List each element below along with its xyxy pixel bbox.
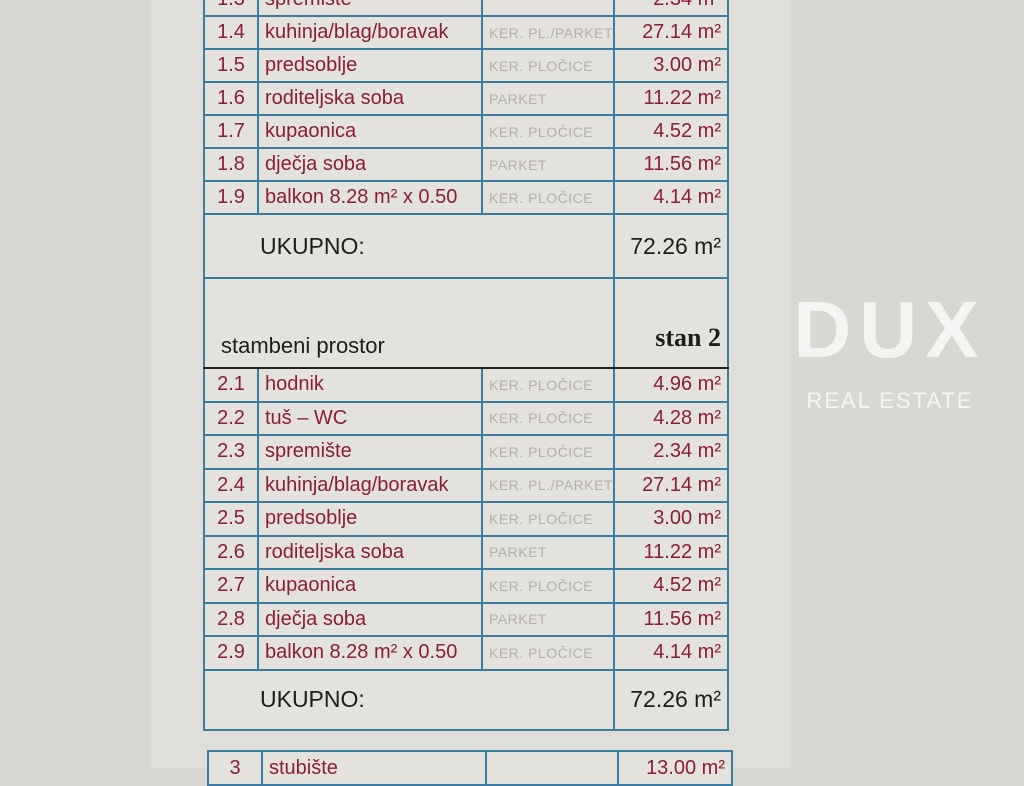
room-number: 1.8 [203,147,259,182]
room-number: 2.8 [203,601,259,637]
room-name: roditeljska soba [257,81,483,116]
total-value: 72.26 m² [613,668,729,731]
room-row: 3 stubište 13.00 m² [207,750,733,786]
room-row: 2.9 balkon 8.28 m² x 0.50 KER. PLOČICE 4.14… [203,635,729,671]
total-row: UKUPNO: 72.26 m² [203,668,729,731]
room-area: 2.34 m² [613,0,729,17]
room-number: 1.7 [203,114,259,149]
room-name: kupaonica [257,568,483,604]
room-number: 2.6 [203,534,259,570]
room-area: 11.22 m² [613,81,729,116]
room-area: 4.14 m² [613,635,729,671]
total-value: 72.26 m² [613,213,729,279]
room-row: 2.3 spremište KER. PLOČICE 2.34 m² [203,434,729,470]
room-row: 1.5 predsoblje KER. PLOČICE 3.00 m² [203,48,729,83]
room-area: 4.28 m² [613,400,729,436]
room-row: 1.6 roditeljska soba PARKET 11.22 m² [203,81,729,116]
floor-material: KER. PLOČICE [481,434,615,470]
room-name: roditeljska soba [257,534,483,570]
room-number: 1.3 [203,0,259,17]
room-name: spremište [257,0,483,17]
floor-material [481,0,615,17]
room-name: balkon 8.28 m² x 0.50 [257,635,483,671]
room-row: 1.8 dječja soba PARKET 11.56 m² [203,147,729,182]
floor-material: KER. PLOČICE [481,635,615,671]
section-title: stambeni prostor [203,277,615,369]
room-number: 2.7 [203,568,259,604]
room-number: 3 [207,750,263,786]
room-row: 2.1 hodnik KER. PLOČICE 4.96 m² [203,367,729,403]
room-area: 27.14 m² [613,15,729,50]
room-number: 1.9 [203,180,259,215]
room-name: tuš – WC [257,400,483,436]
floor-material: PARKET [481,147,615,182]
unit-label: stan 2 [613,277,729,369]
room-area: 4.14 m² [613,180,729,215]
room-number: 1.4 [203,15,259,50]
total-label: UKUPNO: [203,668,615,731]
room-row: 2.8 dječja soba PARKET 11.56 m² [203,601,729,637]
room-row: 2.6 roditeljska soba PARKET 11.22 m² [203,534,729,570]
floor-material: KER. PL./PARKET [481,467,615,503]
total-label: UKUPNO: [203,213,615,279]
room-name: balkon 8.28 m² x 0.50 [257,180,483,215]
room-row: 2.7 kupaonica KER. PLOČICE 4.52 m² [203,568,729,604]
room-name: predsoblje [257,48,483,83]
room-row: 1.4 kuhinja/blag/boravak KER. PL./PARKET 27… [203,15,729,50]
room-name: kuhinja/blag/boravak [257,15,483,50]
floor-material: PARKET [481,534,615,570]
floor-material: PARKET [481,601,615,637]
room-area: 13.00 m² [617,750,733,786]
floor-material: KER. PLOČICE [481,114,615,149]
total-row: UKUPNO: 72.26 m² [203,213,729,279]
room-row: 2.5 predsoblje KER. PLOČICE 3.00 m² [203,501,729,537]
floor-material: KER. PLOČICE [481,400,615,436]
floor-material: KER. PL./PARKET [481,15,615,50]
room-area: 4.96 m² [613,367,729,403]
floor-material: KER. PLOČICE [481,367,615,403]
room-area: 11.22 m² [613,534,729,570]
room-area: 3.00 m² [613,48,729,83]
section-header: stambeni prostor stan 2 [203,277,729,369]
floor-material: KER. PLOČICE [481,501,615,537]
room-row: 1.9 balkon 8.28 m² x 0.50 KER. PLOČICE 4.14… [203,180,729,215]
room-number: 2.4 [203,467,259,503]
room-row: 2.2 tuš – WC KER. PLOČICE 4.28 m² [203,400,729,436]
room-number: 1.5 [203,48,259,83]
floor-material: KER. PLOČICE [481,180,615,215]
room-area: 4.52 m² [613,114,729,149]
room-number: 2.5 [203,501,259,537]
room-name: kupaonica [257,114,483,149]
room-number: 2.2 [203,400,259,436]
room-area: 2.34 m² [613,434,729,470]
room-number: 1.6 [203,81,259,116]
room-name: dječja soba [257,601,483,637]
floor-material: KER. PLOČICE [481,568,615,604]
room-name: kuhinja/blag/boravak [257,467,483,503]
floor-material [485,750,619,786]
room-area: 11.56 m² [613,601,729,637]
room-row: 1.7 kupaonica KER. PLOČICE 4.52 m² [203,114,729,149]
room-number: 2.9 [203,635,259,671]
room-name: predsoblje [257,501,483,537]
room-number: 2.3 [203,434,259,470]
room-area: 27.14 m² [613,467,729,503]
room-row: 2.4 kuhinja/blag/boravak KER. PL./PARKET 27… [203,467,729,503]
watermark-tagline: REAL ESTATE [806,388,974,413]
room-name: dječja soba [257,147,483,182]
room-name: hodnik [257,367,483,403]
room-table-common: 3 stubište 13.00 m² [207,750,733,786]
room-area: 11.56 m² [613,147,729,182]
room-area: 4.52 m² [613,568,729,604]
watermark-logo: DUX [793,285,987,374]
room-name: stubište [261,750,487,786]
room-name: spremište [257,434,483,470]
room-area: 3.00 m² [613,501,729,537]
floor-material: PARKET [481,81,615,116]
room-table-stan-1: 1.3spremište2.34 m²1.4kuhinja/blag/borav… [203,0,729,731]
floor-material: KER. PLOČICE [481,48,615,83]
room-number: 2.1 [203,367,259,403]
